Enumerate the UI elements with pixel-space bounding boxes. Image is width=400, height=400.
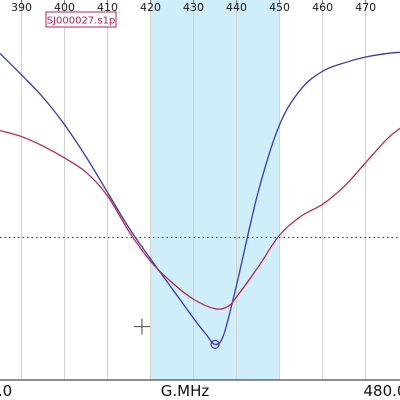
x-axis-start-label: .0 [0, 382, 12, 400]
x-tick-label: 420 [140, 1, 161, 14]
file-tag[interactable]: SJ000027.s1p [47, 16, 116, 27]
series-line-1 [0, 51, 400, 346]
grid-lines [21, 0, 367, 380]
x-axis-end-label: 480.0 [364, 382, 400, 400]
highlight-band [150, 0, 280, 380]
x-tick-label: 400 [54, 1, 75, 14]
crosshair-cursor [133, 318, 150, 335]
x-tick-label: 440 [226, 1, 247, 14]
x-tick-label: 430 [183, 1, 204, 14]
x-tick-label: 410 [97, 1, 118, 14]
x-tick-label: 460 [312, 1, 333, 14]
series-layer [0, 51, 400, 346]
series-line-2 [0, 127, 400, 310]
x-tick-labels: 390 400 410 420 430 440 450 460 470 [11, 1, 376, 14]
x-tick-label: 390 [11, 1, 32, 14]
x-tick-label: 470 [355, 1, 376, 14]
x-tick-label: 450 [269, 1, 290, 14]
file-tag-box[interactable] [45, 11, 117, 28]
x-axis-unit-label: G.MHz [161, 382, 210, 400]
marker-circle[interactable] [210, 339, 220, 349]
